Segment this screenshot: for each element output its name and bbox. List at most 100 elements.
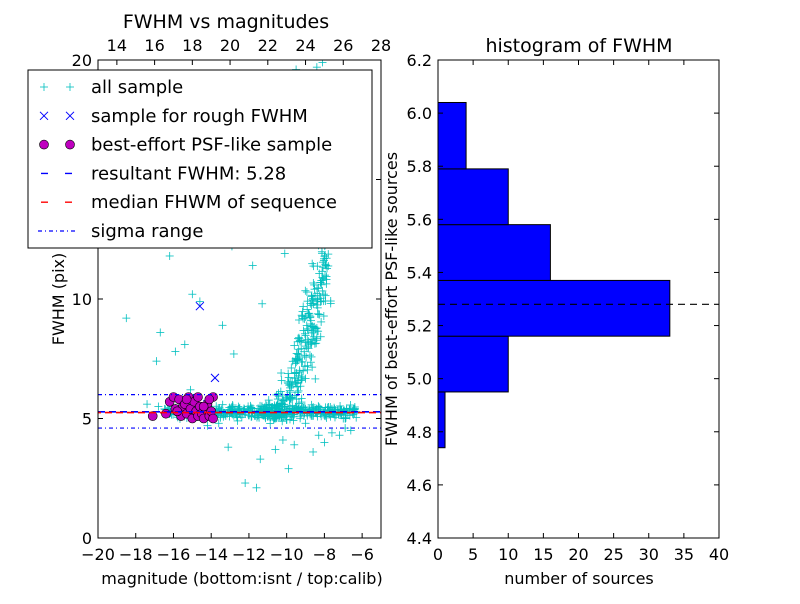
all-sample-point: [294, 350, 303, 359]
all-sample-point: [335, 431, 344, 440]
top-x-tick-label: 18: [182, 36, 202, 55]
hist-y-tick-label: 6.0: [407, 104, 432, 123]
hist-y-tick-label: 4.8: [407, 423, 432, 442]
all-sample-point: [303, 361, 312, 370]
all-sample-point: [293, 354, 302, 363]
all-sample-point: [318, 286, 327, 295]
legend-entry: all sample: [40, 77, 183, 98]
all-sample-point: [294, 399, 303, 408]
all-sample-point: [143, 400, 152, 409]
all-sample-point: [224, 443, 233, 452]
all-sample-point: [287, 382, 296, 391]
all-sample-point: [180, 340, 189, 349]
all-sample-point: [294, 386, 303, 395]
all-sample-point: [195, 297, 204, 306]
all-sample-point: [270, 401, 279, 410]
all-sample-point: [307, 292, 316, 301]
legend-entry: median FHWM of sequence: [38, 192, 337, 213]
scatter-y-axis-label: FWHM (pix): [49, 253, 68, 346]
top-x-tick-label: 14: [107, 36, 127, 55]
hist-x-tick-label: 15: [533, 545, 553, 564]
all-sample-point: [262, 401, 271, 410]
histogram-bar: [437, 168, 509, 226]
all-sample-point: [309, 300, 318, 309]
legend-marker-x: [39, 111, 49, 121]
all-sample-point: [122, 314, 131, 323]
psf-sample-point: [193, 392, 203, 402]
all-sample-point: [313, 303, 322, 312]
all-sample-point: [310, 280, 319, 289]
top-x-tick-label: 26: [333, 36, 353, 55]
all-sample-point: [304, 337, 313, 346]
all-sample-point: [277, 376, 286, 385]
histogram-bars: [437, 101, 671, 449]
histogram-chart: 0 5 10 15 20 25 30 35 40 4.4 4.6 4.8 5.0 5.2 5.4 5.6 5.8…: [382, 35, 729, 588]
all-sample-point: [314, 283, 323, 292]
hist-x-tick-label: 35: [674, 545, 694, 564]
legend-marker-plus: [40, 83, 48, 91]
hist-y-tick-label: 4.4: [407, 529, 432, 548]
hist-y-tick-label: 5.6: [407, 210, 432, 229]
psf-sample-point: [204, 394, 215, 405]
all-sample-point: [346, 426, 355, 435]
histogram-title: histogram of FWHM: [485, 35, 672, 57]
hist-y-tick-label: 5.8: [407, 157, 432, 176]
all-sample-point: [320, 438, 329, 447]
all-sample-point: [316, 332, 325, 341]
scatter-axes-ticks: −20 −18 −16 −14 −12 −10 −8 −6 0 5 10 20 14 16 18 20 22 24…: [72, 36, 392, 564]
all-sample-point: [314, 327, 323, 336]
all-sample-point: [290, 368, 299, 377]
top-x-tick-label: 22: [258, 36, 278, 55]
all-sample-point: [303, 343, 312, 352]
x-tick-label: −18: [119, 545, 153, 564]
all-sample-point: [314, 431, 323, 440]
histogram-bar: [437, 279, 671, 337]
x-tick-label: −20: [81, 545, 115, 564]
all-sample-point: [287, 380, 296, 389]
all-sample-point: [309, 447, 318, 456]
all-sample-point: [299, 366, 308, 375]
hist-x-tick-label: 20: [568, 545, 588, 564]
all-sample-point: [312, 324, 321, 333]
all-sample-point: [318, 60, 327, 67]
all-sample-point: [309, 278, 318, 287]
all-sample-point: [266, 419, 275, 428]
all-sample-point: [306, 312, 315, 321]
all-sample-point: [215, 403, 224, 412]
top-x-tick-label: 16: [144, 36, 164, 55]
all-sample-point: [291, 359, 300, 368]
all-sample-point: [277, 399, 286, 408]
all-sample-point: [298, 307, 307, 316]
all-sample-point: [227, 404, 236, 413]
all-sample-point: [339, 414, 348, 423]
all-sample-point: [252, 483, 261, 492]
all-sample-point: [299, 326, 308, 335]
all-sample-point: [308, 404, 317, 413]
all-sample-point: [326, 299, 335, 308]
all-sample-point: [305, 351, 314, 360]
all-sample-point: [318, 273, 327, 282]
legend-label: resultant FWHM: 5.28: [91, 163, 286, 184]
all-sample-point: [295, 368, 304, 377]
x-tick-label: −8: [313, 545, 337, 564]
all-sample-point: [310, 339, 319, 348]
all-sample-point: [203, 421, 212, 430]
all-sample-point: [302, 321, 311, 330]
all-sample-point: [290, 440, 299, 449]
all-sample-point: [218, 400, 227, 409]
all-sample-point: [301, 342, 310, 351]
all-sample-point: [307, 301, 316, 310]
all-sample-point: [301, 419, 310, 428]
all-sample-point: [314, 402, 323, 411]
all-sample-point: [311, 374, 320, 383]
top-x-tick-label: 28: [371, 36, 391, 55]
all-sample-point: [274, 389, 283, 398]
all-sample-point: [299, 302, 308, 311]
hist-y-tick-label: 5.2: [407, 317, 432, 336]
y-tick-label: 10: [72, 290, 92, 309]
all-sample-point: [282, 415, 291, 424]
all-sample-point: [280, 249, 289, 258]
all-sample-point: [277, 369, 286, 378]
x-tick-label: −16: [157, 545, 191, 564]
all-sample-point: [308, 335, 317, 344]
